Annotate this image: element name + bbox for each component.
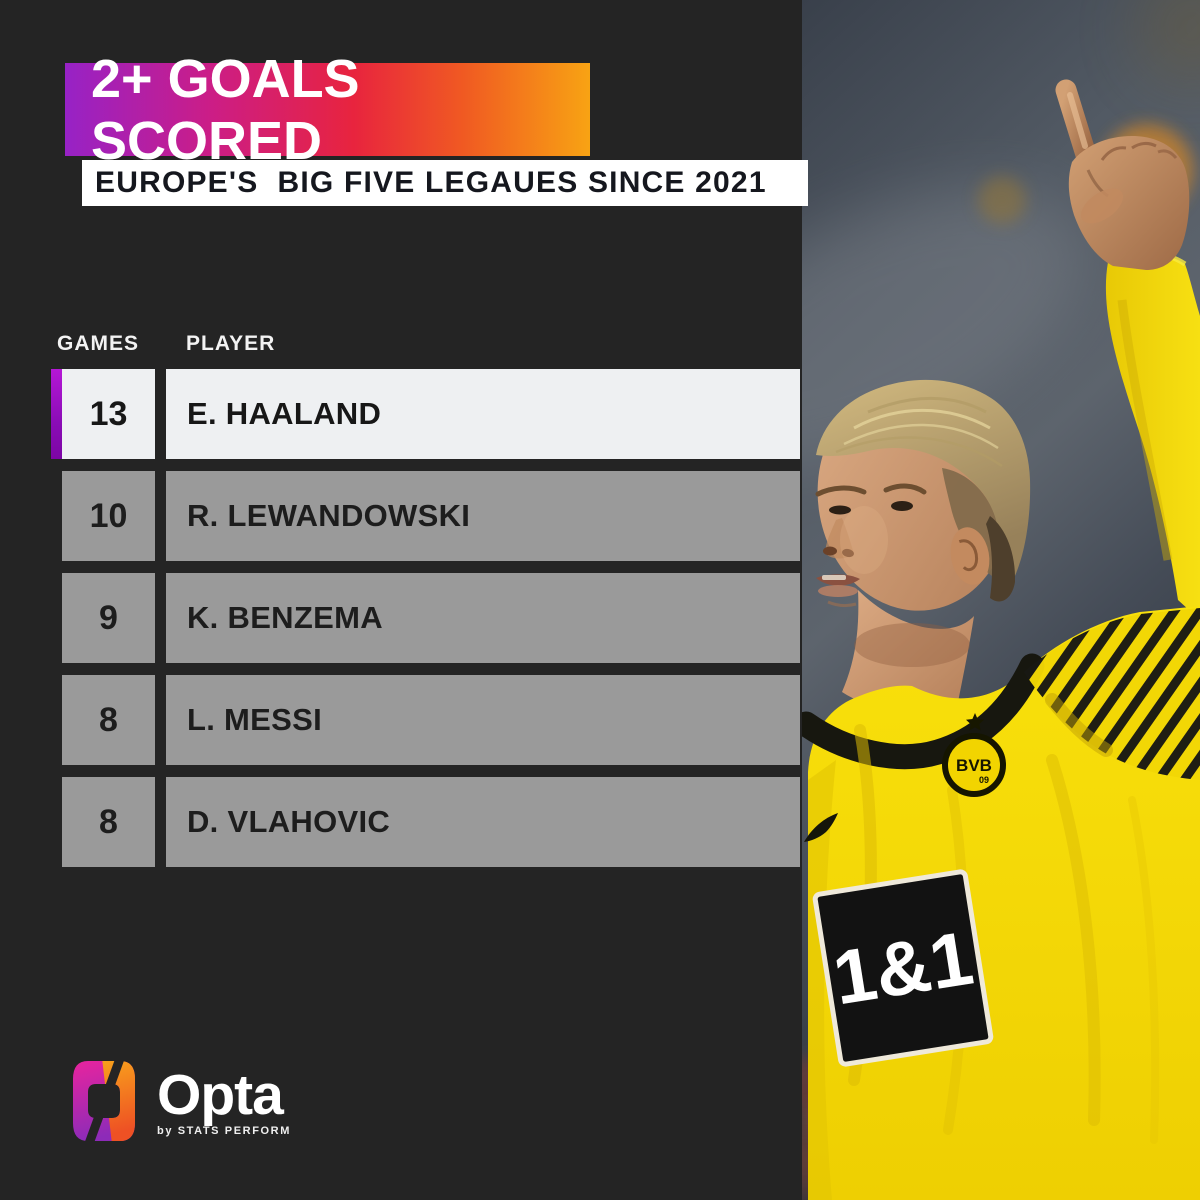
neck bbox=[842, 590, 974, 711]
highlight-accent-bar bbox=[51, 369, 62, 459]
table-row-lewandowski: 10 R. LEWANDOWSKI bbox=[62, 471, 800, 561]
games-value: 8 bbox=[62, 675, 155, 765]
page-subtitle: EUROPE'S BIG FIVE LEGAUES SINCE 2021 bbox=[95, 166, 767, 199]
games-value: 10 bbox=[62, 471, 155, 561]
player-name: D. VLAHOVIC bbox=[166, 777, 800, 867]
bvb-badge: BVB 09 bbox=[942, 733, 1006, 797]
subtitle-bar: EUROPE'S BIG FIVE LEGAUES SINCE 2021 bbox=[82, 160, 808, 206]
player-figure: BVB 09 1&1 bbox=[802, 79, 1200, 1200]
table-row-vlahovic: 8 D. VLAHOVIC bbox=[62, 777, 800, 867]
hair bbox=[816, 379, 1031, 578]
hair-behind-ear bbox=[986, 516, 1016, 602]
opta-logo-icon bbox=[73, 1060, 135, 1142]
bvb-badge-number: 09 bbox=[979, 775, 989, 785]
column-header-player: PLAYER bbox=[186, 332, 276, 355]
player-photo-illustration: BVB 09 1&1 bbox=[802, 0, 1200, 1200]
player-name: E. HAALAND bbox=[166, 369, 800, 459]
table-row-haaland: 13 E. HAALAND bbox=[51, 369, 800, 459]
bvb-badge-text: BVB bbox=[956, 756, 992, 775]
head bbox=[815, 379, 1031, 611]
champion-star-icon bbox=[966, 713, 984, 731]
player-name: L. MESSI bbox=[166, 675, 800, 765]
shoulder-stripes bbox=[1024, 608, 1200, 780]
jersey-collar bbox=[802, 653, 1045, 770]
brand-subtitle: by STATS PERFORM bbox=[157, 1125, 291, 1137]
column-header-games: GAMES bbox=[57, 332, 140, 355]
table-row-benzema: 9 K. BENZEMA bbox=[62, 573, 800, 663]
pointing-hand bbox=[1055, 79, 1190, 270]
brand-name: Opta bbox=[157, 1063, 284, 1127]
puma-logo bbox=[804, 813, 838, 842]
ear bbox=[950, 527, 990, 585]
sponsor-patch: 1&1 bbox=[812, 869, 994, 1067]
player-name: K. BENZEMA bbox=[166, 573, 800, 663]
player-photo-panel: BVB 09 1&1 bbox=[802, 0, 1200, 1200]
face-features bbox=[815, 483, 927, 608]
raised-arm-sleeve bbox=[1105, 252, 1200, 620]
games-value: 9 bbox=[62, 573, 155, 663]
brand-footer: Opta by STATS PERFORM bbox=[72, 1060, 291, 1142]
games-value: 8 bbox=[62, 777, 155, 867]
page-title: 2+ GOALS SCORED bbox=[91, 48, 360, 171]
player-name: R. LEWANDOWSKI bbox=[166, 471, 800, 561]
table-row-messi: 8 L. MESSI bbox=[62, 675, 800, 765]
title-banner: 2+ GOALS SCORED bbox=[65, 49, 590, 171]
stats-table: 13 E. HAALAND 10 R. LEWANDOWSKI 9 K. BEN… bbox=[51, 369, 800, 879]
games-value: 13 bbox=[62, 369, 155, 459]
